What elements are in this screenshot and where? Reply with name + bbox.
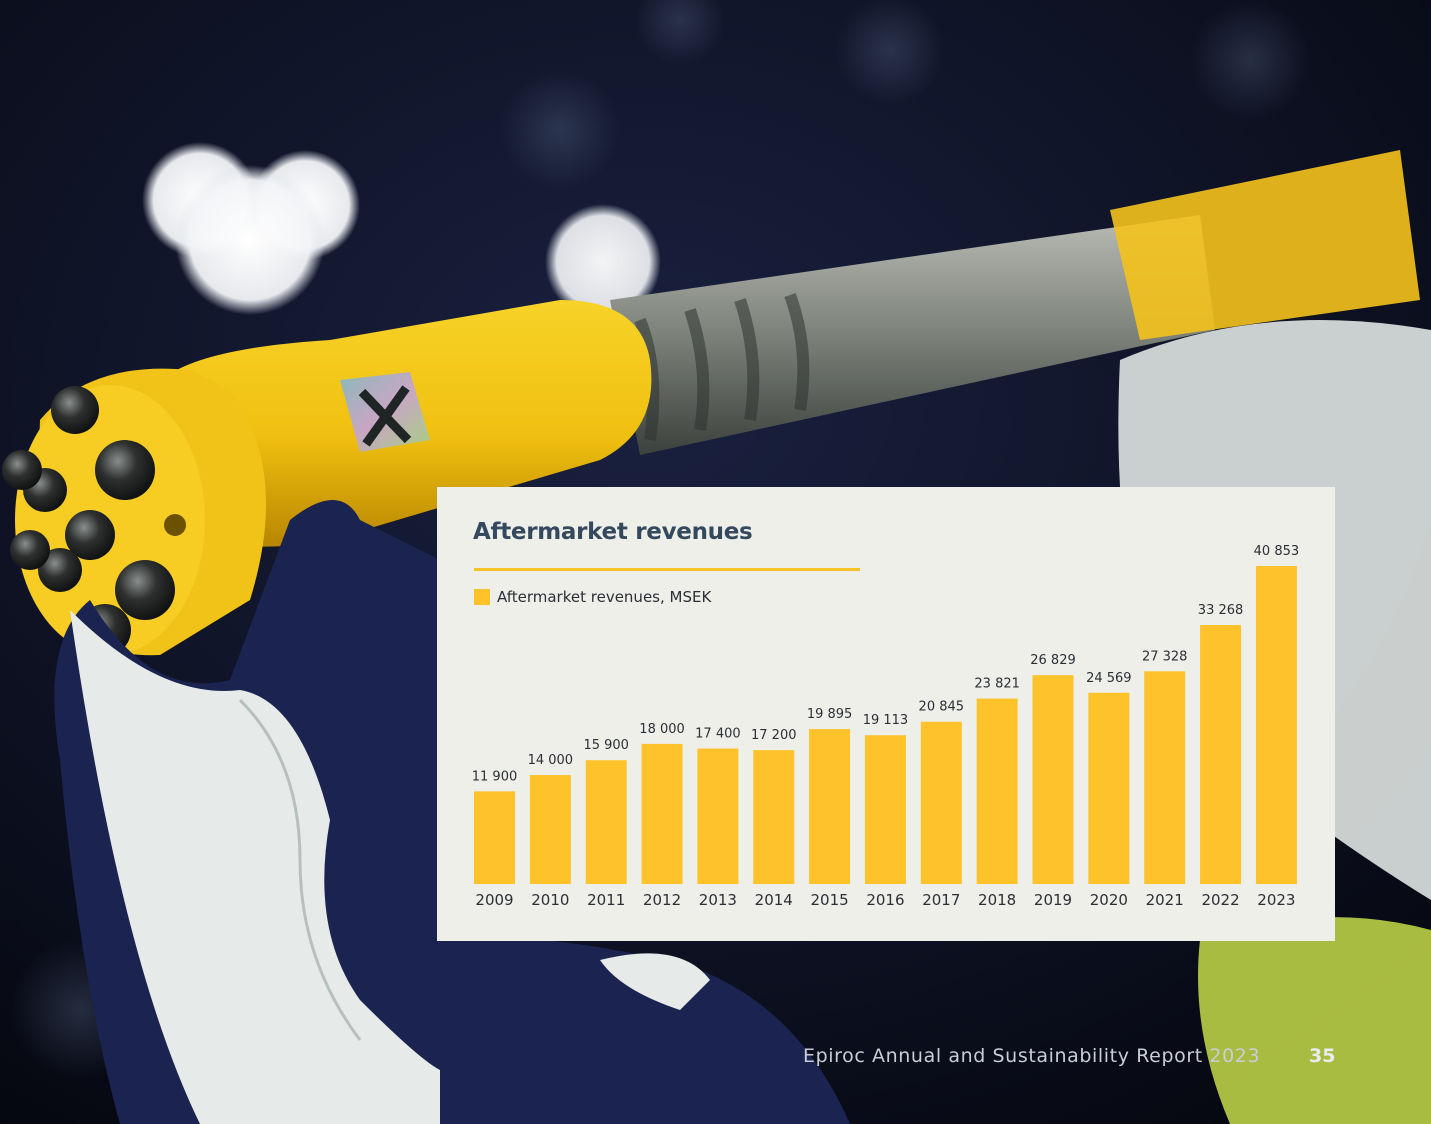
value-label-2013: 17 400 bbox=[695, 727, 741, 742]
x-tick-label-2012: 2012 bbox=[643, 891, 681, 909]
value-label-2019: 26 829 bbox=[1030, 653, 1076, 668]
bar-chart: 11 900 2009 14 000 2010 15 900 2011 18 000 2012… bbox=[472, 544, 1300, 909]
value-label-2021: 27 328 bbox=[1142, 649, 1188, 664]
bar-2012 bbox=[641, 743, 683, 884]
x-tick-label-2011: 2011 bbox=[587, 891, 625, 909]
page-number: 35 bbox=[1309, 1045, 1336, 1067]
bar-2014 bbox=[753, 750, 795, 884]
x-tick-label-2013: 2013 bbox=[699, 891, 737, 909]
value-label-2023: 40 853 bbox=[1254, 544, 1300, 559]
bar-2018 bbox=[976, 698, 1018, 884]
bar-2022 bbox=[1200, 625, 1242, 884]
x-tick-label-2018: 2018 bbox=[978, 891, 1016, 909]
value-label-2010: 14 000 bbox=[528, 753, 574, 768]
value-label-2009: 11 900 bbox=[472, 769, 518, 784]
bar-2015 bbox=[809, 729, 851, 884]
x-tick-label-2014: 2014 bbox=[755, 891, 793, 909]
legend-label: Aftermarket revenues, MSEK bbox=[497, 588, 712, 606]
bar-2017 bbox=[920, 721, 962, 884]
chart-legend: Aftermarket revenues, MSEK bbox=[474, 588, 711, 606]
x-tick-label-2023: 2023 bbox=[1257, 891, 1295, 909]
value-label-2012: 18 000 bbox=[639, 722, 685, 737]
value-label-2011: 15 900 bbox=[583, 738, 629, 753]
x-tick-label-2016: 2016 bbox=[866, 891, 904, 909]
bar-2021 bbox=[1144, 671, 1186, 884]
value-label-2018: 23 821 bbox=[974, 677, 1020, 692]
bar-2010 bbox=[529, 775, 571, 884]
report-title: Epiroc Annual and Sustainability Report … bbox=[803, 1045, 1261, 1067]
value-label-2015: 19 895 bbox=[807, 707, 853, 722]
bar-2013 bbox=[697, 748, 739, 884]
bar-2020 bbox=[1088, 692, 1130, 884]
x-tick-label-2019: 2019 bbox=[1034, 891, 1072, 909]
bar-2009 bbox=[474, 791, 515, 884]
bar-2016 bbox=[864, 735, 906, 884]
x-tick-label-2015: 2015 bbox=[811, 891, 849, 909]
value-label-2022: 33 268 bbox=[1198, 603, 1244, 618]
value-label-2020: 24 569 bbox=[1086, 671, 1132, 686]
chart-card: Aftermarket revenues Aftermarket revenue… bbox=[437, 487, 1335, 941]
bar-2019 bbox=[1032, 675, 1074, 884]
bar-2011 bbox=[585, 760, 627, 884]
x-tick-label-2010: 2010 bbox=[531, 891, 569, 909]
bar-2023 bbox=[1255, 566, 1297, 884]
x-tick-label-2020: 2020 bbox=[1090, 891, 1128, 909]
x-tick-label-2021: 2021 bbox=[1146, 891, 1184, 909]
value-label-2016: 19 113 bbox=[863, 713, 909, 728]
value-label-2017: 20 845 bbox=[919, 700, 965, 715]
x-tick-label-2009: 2009 bbox=[475, 891, 513, 909]
chart-title: Aftermarket revenues bbox=[473, 519, 753, 545]
x-tick-label-2022: 2022 bbox=[1201, 891, 1239, 909]
x-tick-label-2017: 2017 bbox=[922, 891, 960, 909]
value-label-2014: 17 200 bbox=[751, 728, 797, 743]
title-underline bbox=[474, 568, 860, 571]
legend-swatch bbox=[474, 589, 490, 605]
